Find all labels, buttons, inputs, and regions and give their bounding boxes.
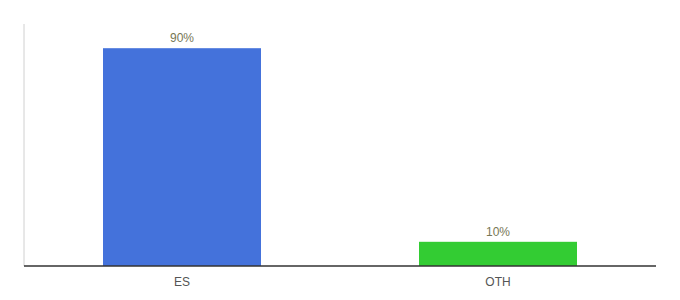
x-tick-label: OTH: [485, 275, 510, 289]
chart: 90% 10% ES OTH: [0, 0, 680, 300]
bar: [419, 242, 577, 266]
y-axis-line: [24, 24, 25, 266]
chart-container: 90% 10% ES OTH: [0, 0, 680, 300]
bars: [103, 48, 577, 266]
x-axis-line: [24, 265, 656, 267]
data-label: 90%: [170, 31, 194, 45]
plot-area: 90% 10% ES OTH: [24, 24, 656, 289]
bar: [103, 48, 261, 266]
data-label: 10%: [486, 225, 510, 239]
x-tick-label: ES: [174, 275, 190, 289]
